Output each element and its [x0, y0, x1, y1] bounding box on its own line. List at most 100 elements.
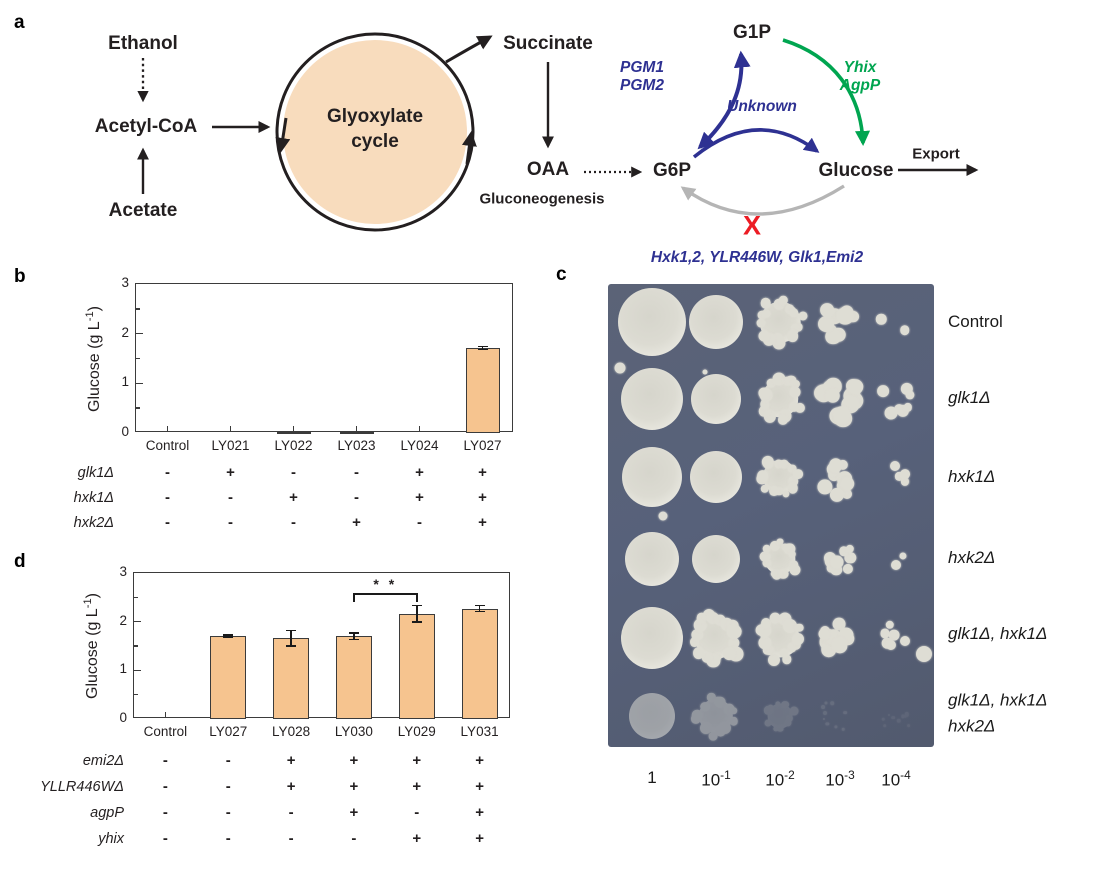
colony — [715, 725, 727, 737]
genotype-mark: + — [478, 489, 487, 506]
colony — [791, 380, 800, 389]
colony — [788, 401, 799, 412]
genotype-mark: - — [288, 804, 294, 821]
colony — [759, 551, 771, 563]
genotype-mark: + — [289, 489, 298, 506]
colony — [788, 550, 796, 558]
genotype-mark: - — [162, 804, 168, 821]
arrow-g6p-g1p-bidirectional — [697, 50, 751, 150]
colony — [759, 405, 770, 417]
genotype-mark: - — [162, 752, 168, 769]
colony — [894, 404, 905, 415]
enzyme-pgm2: PGM2 — [620, 77, 664, 94]
genotype-mark: + — [412, 830, 422, 847]
plate-row-label: glk1Δ — [948, 387, 991, 407]
enzyme-hexokinase-list: Hxk1,2, YLR446W, Glk1,Emi2 — [650, 249, 864, 266]
genotype-mark: - — [165, 464, 170, 481]
colony — [903, 714, 907, 718]
genotype-mark: + — [475, 752, 484, 769]
colony — [714, 615, 726, 626]
colony — [658, 511, 668, 521]
enzyme-unknown: Unknown — [727, 98, 797, 115]
colony — [794, 402, 805, 414]
genotype-mark: + — [412, 778, 422, 795]
colony — [794, 623, 804, 633]
significance-bracket — [353, 593, 417, 596]
genotype-mark: - — [225, 752, 231, 769]
colony — [784, 718, 792, 727]
colony — [787, 482, 798, 494]
dilution-label: 10-3 — [825, 768, 855, 790]
dilution-label: 10-4 — [881, 768, 911, 790]
arrow-g1p-to-glucose-yhix — [782, 38, 871, 147]
y-minor-tick — [136, 308, 140, 310]
colony — [828, 469, 840, 482]
genotype-mark: - — [291, 464, 296, 481]
colony — [840, 476, 855, 491]
category-label-LY030: LY030 — [334, 724, 373, 739]
colony — [830, 701, 834, 706]
y-major-tick — [136, 382, 143, 385]
colony — [757, 636, 772, 650]
x-tick — [292, 426, 295, 431]
colony — [845, 544, 854, 553]
colony — [824, 701, 828, 705]
colony — [798, 311, 808, 321]
x-tick — [418, 426, 421, 431]
colony — [701, 652, 713, 664]
arrow-cycle-to-succinate — [445, 35, 493, 64]
cycle-arrowhead-right — [461, 131, 477, 165]
y-axis-title: Glucose (g L-1) — [83, 305, 104, 412]
y-major-tick — [136, 332, 143, 335]
y-minor-tick — [134, 693, 138, 696]
colony — [760, 484, 770, 493]
genotype-mark: + — [415, 464, 424, 481]
node-succinate: Succinate — [503, 33, 593, 54]
significance-bracket-drop — [353, 593, 355, 603]
significance-stars: * * — [373, 576, 398, 593]
bar-LY030 — [335, 636, 372, 719]
colony — [777, 568, 789, 580]
colony — [691, 628, 703, 641]
plate-row-label: hxk1Δ — [948, 466, 996, 486]
error-bar-line — [416, 605, 418, 623]
genotype-row-label: hxk1Δ — [73, 490, 114, 506]
colony — [889, 461, 900, 472]
colony — [832, 405, 851, 424]
colony — [843, 710, 847, 715]
colony — [818, 628, 830, 640]
error-bar-line — [290, 630, 292, 646]
colony — [882, 718, 885, 721]
bar-LY027 — [465, 348, 500, 433]
colony — [899, 325, 910, 335]
x-tick — [355, 426, 358, 431]
plate-row-label: Control — [948, 311, 1003, 331]
colony — [756, 318, 766, 328]
colony — [767, 703, 793, 729]
colony — [823, 710, 828, 715]
colony — [778, 296, 788, 305]
panel-a-label: a — [14, 12, 25, 33]
y-minor-tick — [136, 357, 140, 360]
enzyme-yhix: Yhix — [843, 59, 877, 76]
error-bar-line — [353, 632, 355, 640]
colony — [719, 722, 732, 735]
colony — [901, 714, 905, 719]
genotype-mark: - — [225, 830, 231, 847]
colony — [841, 727, 845, 731]
colony — [771, 332, 784, 345]
colony — [900, 382, 913, 396]
bar-LY029 — [398, 613, 435, 719]
colony — [900, 469, 910, 480]
error-bar-cap — [286, 629, 297, 632]
enzyme-pgm1: PGM1 — [620, 59, 664, 76]
category-label-LY027: LY027 — [209, 724, 248, 739]
colony — [886, 640, 897, 651]
colony — [689, 637, 700, 648]
colony — [789, 386, 801, 398]
category-label-LY023: LY023 — [337, 438, 376, 453]
colony — [783, 618, 798, 633]
y-major-tick — [134, 669, 141, 672]
node-g6p: G6P — [652, 160, 692, 181]
colony — [830, 556, 844, 569]
